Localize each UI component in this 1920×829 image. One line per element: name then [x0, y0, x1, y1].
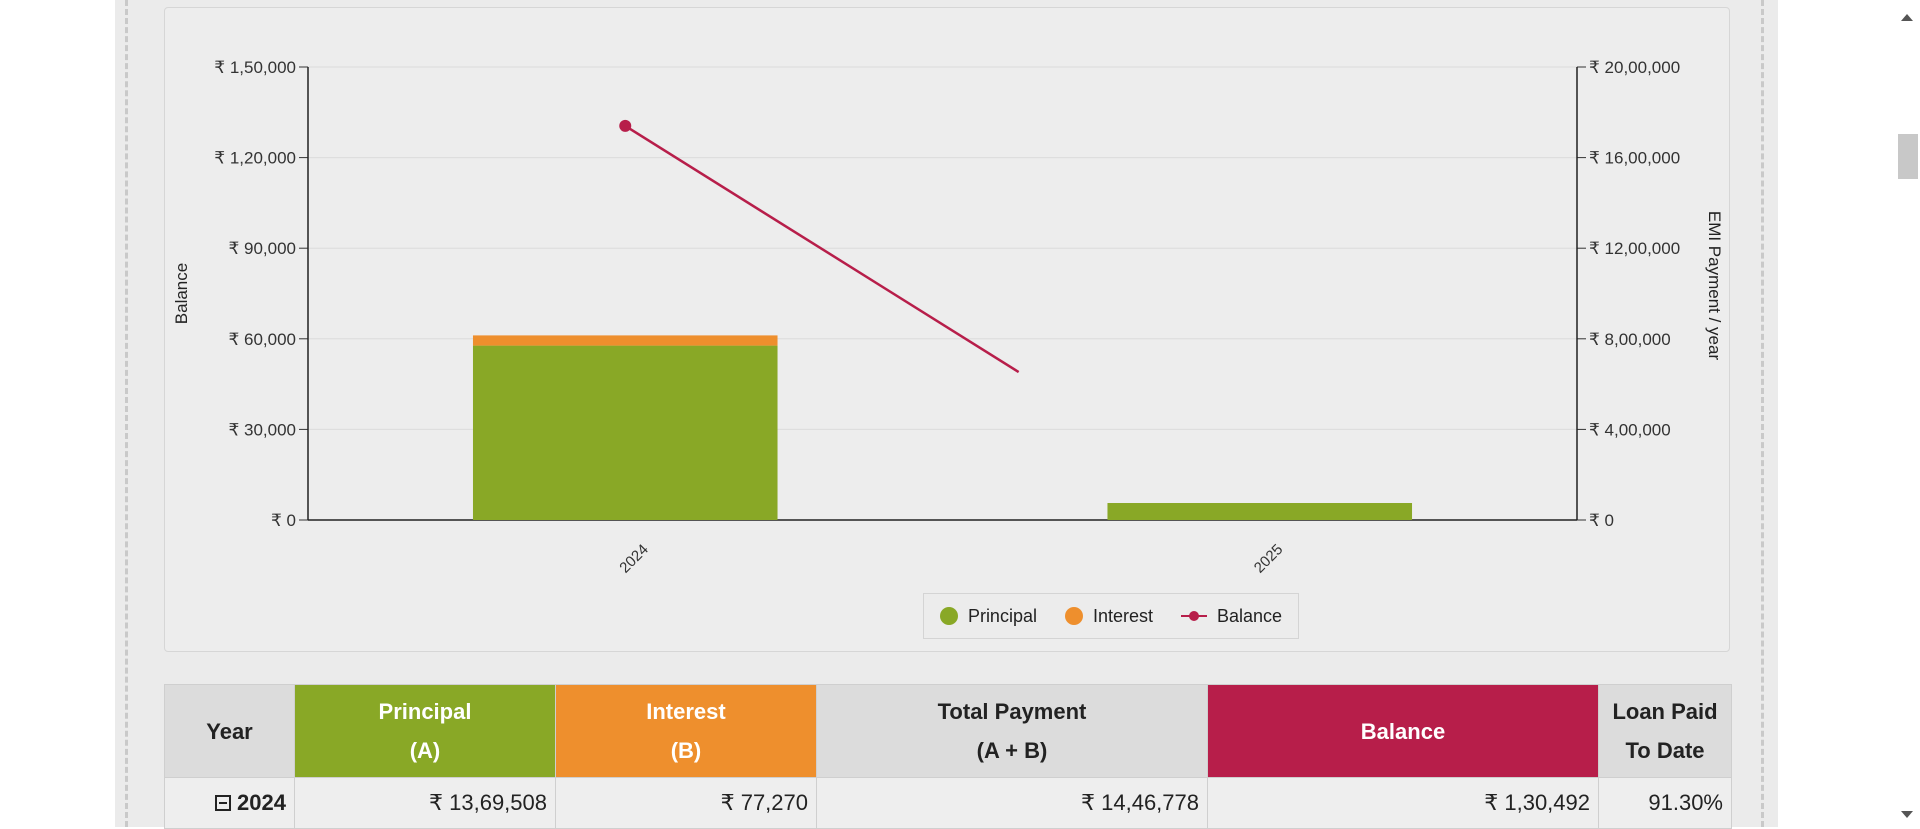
principal-header: Principal (A) — [294, 684, 556, 778]
left-tick-label: ₹ 30,000 — [228, 420, 296, 439]
principal-bar — [472, 345, 778, 520]
collapse-icon[interactable] — [215, 795, 232, 811]
legend-item-balance[interactable]: Balance — [1181, 606, 1282, 627]
left-tick-label: ₹ 90,000 — [228, 239, 296, 258]
right-tick-label: ₹ 20,00,000 — [1589, 58, 1680, 77]
table-header-row: Year Principal (A) Interest (B) Total Paym… — [164, 684, 1732, 778]
balance-line — [624, 124, 1020, 374]
legend-interest-label: Interest — [1092, 605, 1153, 626]
right-tick-label: ₹ 8,00,000 — [1589, 330, 1671, 349]
amortization-table: Year Principal (A) Interest (B) Total Paym… — [164, 684, 1732, 829]
year-header: Year — [164, 684, 295, 778]
left-tick-label: ₹ 60,000 — [228, 330, 296, 349]
emi-chart: ₹ 0 ₹ 0 ₹ 30,000 ₹ 4,00,000 ₹ 60,000 ₹ 8,00,0… — [172, 58, 1724, 577]
right-dashed-border — [1761, 0, 1764, 827]
interest-header: Interest (B) — [555, 684, 817, 778]
loan-paid-cell: 91.30% — [1598, 777, 1732, 829]
legend-principal-dot-icon — [939, 607, 958, 625]
principal-bar — [1107, 503, 1413, 520]
x-tick-label: 2025 — [1251, 541, 1287, 577]
left-dashed-border — [125, 0, 128, 827]
loan-paid-header: Loan Paid To Date — [1598, 684, 1732, 778]
legend-principal-label: Principal — [967, 605, 1037, 626]
legend-interest-dot-icon — [1064, 607, 1083, 625]
emi-chart-card: ₹ 0 ₹ 0 ₹ 30,000 ₹ 4,00,000 ₹ 60,000 ₹ 8,00,0… — [164, 7, 1730, 652]
page-scrollbar[interactable] — [1896, 0, 1920, 827]
left-tick-label: ₹ 1,20,000 — [214, 149, 296, 168]
right-tick-label: ₹ 16,00,000 — [1589, 149, 1680, 168]
scroll-up-icon[interactable] — [1901, 14, 1913, 21]
table-row[interactable]: 2024 ₹ 13,69,508 ₹ 77,270 ₹ 14,46,778 ₹ … — [164, 777, 1732, 829]
legend-item-interest[interactable]: Interest — [1064, 605, 1153, 627]
interest-bar — [472, 335, 778, 346]
left-axis-title: Balance — [172, 263, 191, 324]
right-tick-label: ₹ 12,00,000 — [1589, 239, 1680, 258]
total-payment-cell: ₹ 14,46,778 — [816, 777, 1208, 829]
scroll-down-icon[interactable] — [1901, 811, 1913, 818]
interest-cell: ₹ 77,270 — [555, 777, 817, 829]
scrollbar-thumb[interactable] — [1898, 134, 1918, 179]
legend-balance-line-icon — [1181, 607, 1207, 625]
balance-header: Balance — [1207, 684, 1599, 778]
legend-item-principal[interactable]: Principal — [939, 605, 1037, 627]
right-tick-label: ₹ 0 — [1589, 511, 1614, 530]
principal-cell: ₹ 13,69,508 — [294, 777, 556, 829]
balance-point — [619, 119, 632, 132]
right-axis-title: EMI Payment / year — [1705, 211, 1724, 361]
year-cell[interactable]: 2024 — [164, 777, 295, 829]
left-tick-label: ₹ 1,50,000 — [214, 58, 296, 77]
legend-balance-label: Balance — [1217, 605, 1283, 626]
total-payment-header: Total Payment (A + B) — [816, 684, 1208, 778]
chart-legend: Principal Interest Balance — [923, 593, 1299, 639]
right-tick-label: ₹ 4,00,000 — [1589, 420, 1671, 439]
balance-cell: ₹ 1,30,492 — [1207, 777, 1599, 829]
x-tick-label: 2024 — [616, 541, 652, 577]
left-tick-label: ₹ 0 — [271, 511, 296, 530]
